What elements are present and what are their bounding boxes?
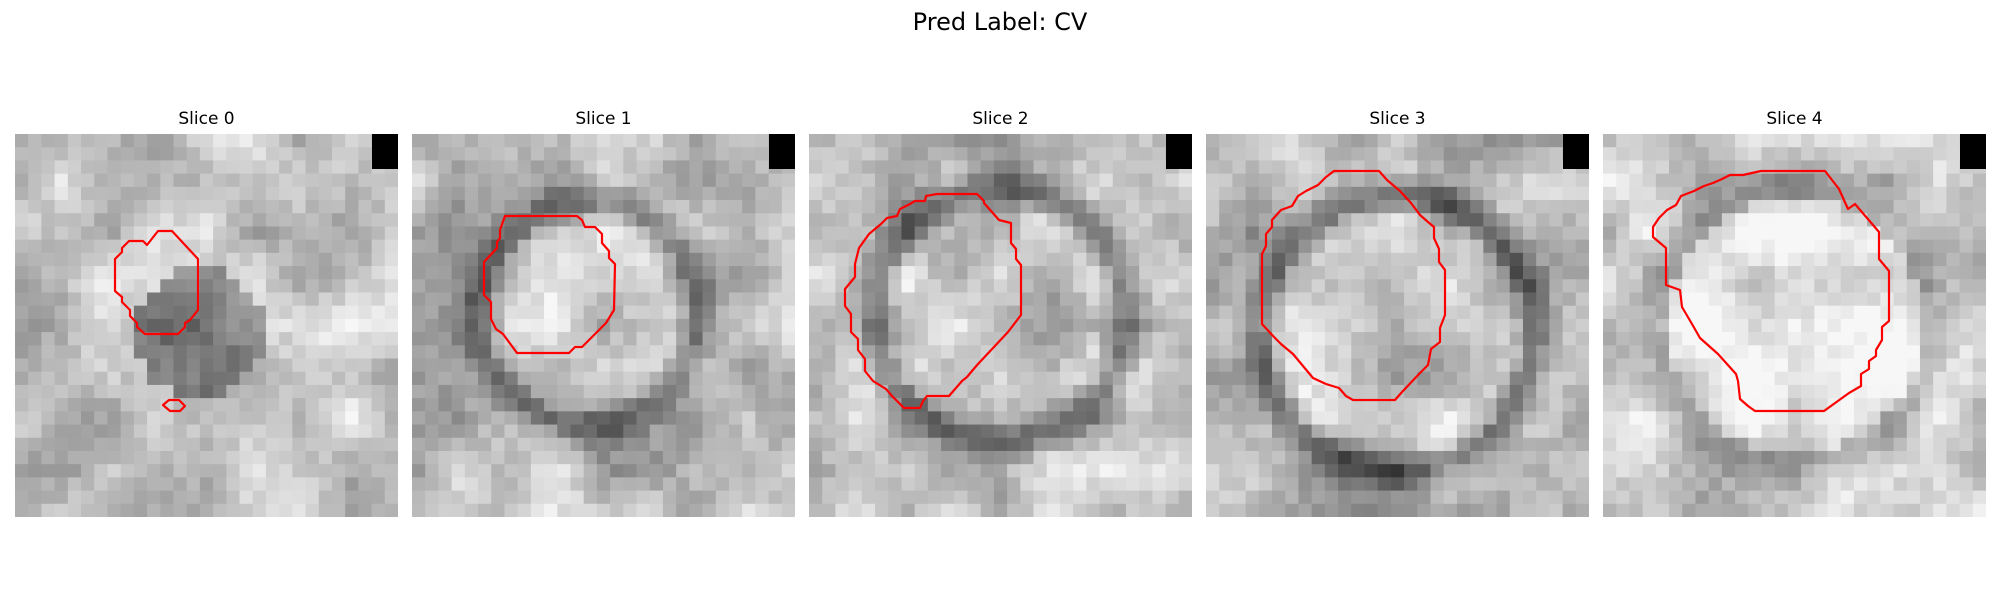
- slice-image-1: [412, 134, 795, 517]
- slice-image-4: [1603, 134, 1986, 517]
- slice-pixels: [1206, 134, 1589, 517]
- slice-image-3: [1206, 134, 1589, 517]
- slice-pixels: [15, 134, 398, 517]
- slice-image-0: [15, 134, 398, 517]
- segmentation-contour: [843, 192, 1023, 410]
- segmentation-contour: [1651, 169, 1891, 413]
- corner-marker: [372, 134, 398, 169]
- slice-title-0: Slice 0: [178, 109, 235, 129]
- segmentation-contour: [113, 229, 200, 336]
- segmentation-contour: [1260, 169, 1447, 402]
- slice-title-1: Slice 1: [575, 109, 632, 129]
- corner-marker: [1960, 134, 1986, 169]
- corner-marker: [769, 134, 795, 169]
- slice-title-4: Slice 4: [1766, 109, 1823, 129]
- corner-marker: [1166, 134, 1192, 169]
- slice-pixels: [412, 134, 795, 517]
- slice-title-3: Slice 3: [1369, 109, 1426, 129]
- figure-title: Pred Label: CV: [912, 8, 1088, 36]
- slice-title-2: Slice 2: [972, 109, 1029, 129]
- slice-pixels: [1603, 134, 1986, 517]
- slice-image-2: [809, 134, 1192, 517]
- corner-marker: [1563, 134, 1589, 169]
- segmentation-contour: [482, 214, 617, 355]
- segmentation-contour-small: [161, 398, 187, 413]
- slice-pixels: [809, 134, 1192, 517]
